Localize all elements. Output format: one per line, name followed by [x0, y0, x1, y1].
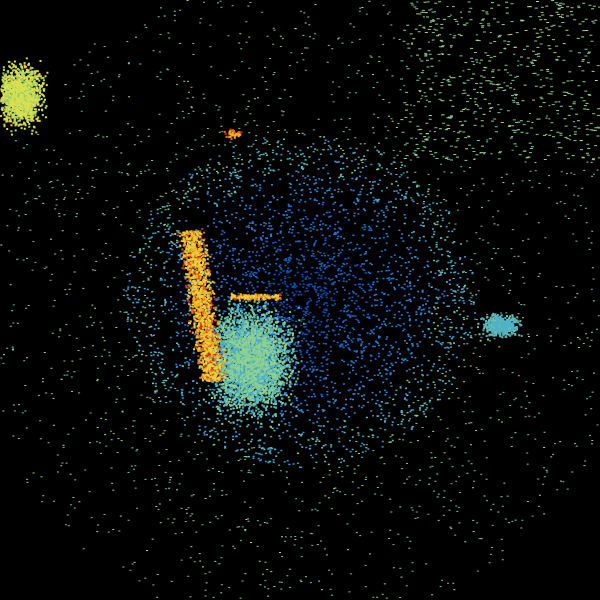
radar-site — [296, 296, 304, 304]
echo-speckles — [0, 63, 46, 133]
echo-speckles — [264, 266, 336, 336]
echo-speckles — [179, 230, 280, 382]
echo-speckles — [192, 198, 410, 402]
